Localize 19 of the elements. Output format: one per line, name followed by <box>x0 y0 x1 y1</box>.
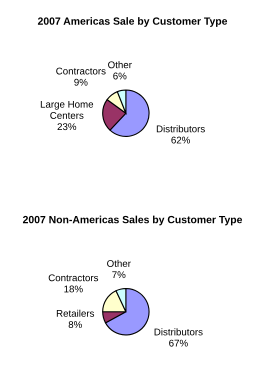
slice-label: Contractors <box>48 274 98 282</box>
slice-label: Other <box>108 61 132 68</box>
chart-title: 2007 Non-Americas Sales by Customer Type <box>22 216 242 226</box>
data-label: 18% <box>64 286 83 292</box>
pie-slice <box>105 288 150 336</box>
data-label: 9% <box>74 78 88 86</box>
slice-label: Distributors <box>154 328 203 336</box>
data-label: 7% <box>112 271 126 278</box>
slice-label: Large Home Centers <box>40 100 94 119</box>
slice-label: Other <box>107 260 131 267</box>
data-label: 62% <box>171 136 190 144</box>
slice-label: Contractors <box>56 68 106 74</box>
slice-label: Distributors <box>156 125 205 132</box>
data-label: 8% <box>68 321 82 328</box>
chart-title: 2007 Americas Sale by Customer Type <box>38 17 228 27</box>
data-label: 23% <box>58 123 76 130</box>
data-label: 6% <box>113 72 126 80</box>
data-label: 67% <box>169 340 188 347</box>
slice-label: Retailers <box>56 310 94 317</box>
